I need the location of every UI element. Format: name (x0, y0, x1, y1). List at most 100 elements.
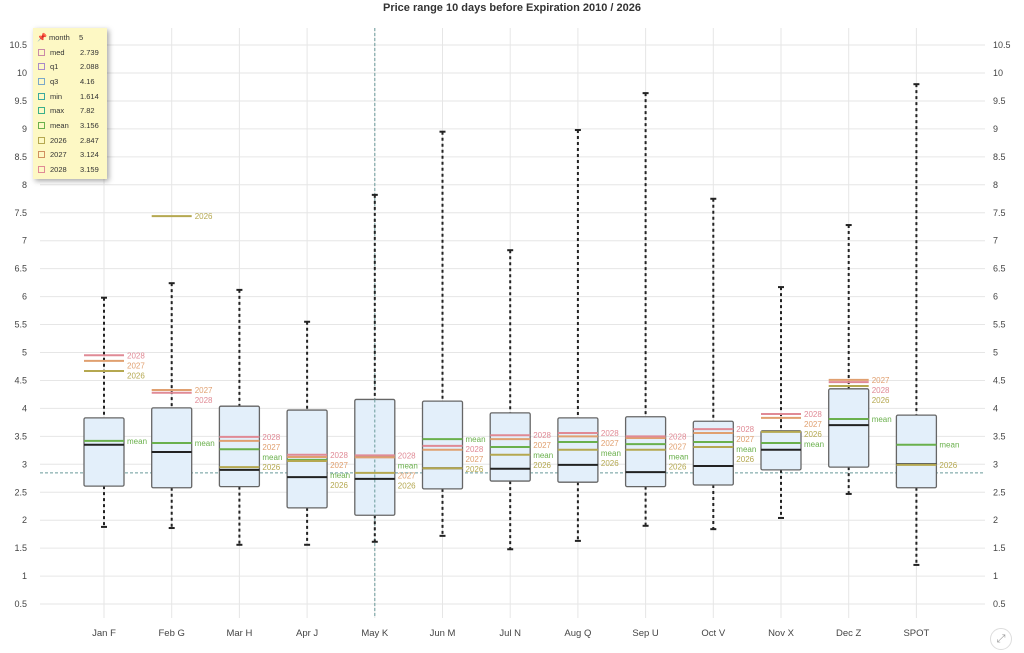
mean-label: mean (533, 451, 553, 460)
legend-value: 1.614 (80, 91, 99, 101)
year-label-2027: 2027 (601, 439, 619, 448)
y-tick-right: 8 (993, 180, 998, 190)
legend-swatch (38, 136, 45, 144)
legend-swatch (38, 77, 45, 85)
y-tick-right: 9.5 (993, 96, 1006, 106)
legend-key: 2028 (50, 165, 67, 175)
legend-value: 3.156 (80, 120, 99, 130)
legend-key: q1 (50, 62, 59, 72)
box (624, 416, 667, 488)
legend-key: month (48, 32, 70, 42)
year-label-2027: 2027 (804, 420, 822, 429)
year-label-2026: 2026 (669, 462, 687, 471)
year-label-2026: 2026 (804, 430, 822, 439)
year-label-2026: 2026 (872, 396, 890, 405)
legend-key: q3 (50, 76, 59, 86)
legend-swatch (38, 151, 45, 159)
y-tick-right: 7 (993, 236, 998, 246)
year-label-2028: 2028 (872, 386, 890, 395)
legend-key: med (50, 47, 65, 57)
y-tick-right: 4 (993, 403, 998, 413)
mean-label: mean (330, 471, 350, 480)
year-label-2027: 2027 (669, 442, 687, 451)
box (692, 420, 734, 486)
y-tick-right: 2.5 (993, 487, 1006, 497)
y-tick-left: 6 (22, 292, 27, 302)
legend-value: 2.088 (80, 62, 99, 72)
box (83, 417, 125, 487)
tooltip-legend: 📌 month 5 med 2.739 q1 2.088 q3 4.16 min 1.614 max 7… (33, 28, 107, 179)
box (895, 414, 938, 489)
mean-label: mean (601, 449, 621, 458)
legend-row: q3 4.16 (35, 74, 105, 89)
year-label-2026: 2026 (195, 212, 213, 221)
y-tick-left: 7.5 (14, 208, 27, 218)
legend-key: 2026 (50, 135, 67, 145)
y-tick-left: 0.5 (14, 599, 27, 609)
x-tick: Aug Q (564, 628, 591, 639)
year-label-2028: 2028 (127, 351, 145, 360)
mean-label: mean (804, 440, 824, 449)
year-label-2028: 2028 (533, 431, 551, 440)
mean-label: mean (195, 439, 215, 448)
year-label-2026: 2026 (533, 461, 551, 470)
legend-key: min (50, 91, 63, 101)
year-label-2027: 2027 (262, 443, 280, 452)
legend-value: 3.159 (80, 165, 99, 175)
year-label-2027: 2027 (466, 455, 484, 464)
legend-row: min 1.614 (35, 89, 105, 104)
year-label-2026: 2026 (736, 455, 754, 464)
legend-value: 4.16 (80, 76, 95, 86)
box (151, 407, 193, 489)
mean-label: mean (939, 441, 959, 450)
legend-row: mean 3.156 (35, 118, 105, 133)
x-tick: Mar H (226, 628, 252, 639)
year-label-2028: 2028 (466, 445, 484, 454)
mean-label: mean (466, 435, 486, 444)
y-tick-left: 3.5 (14, 431, 27, 441)
year-label-2027: 2027 (533, 441, 551, 450)
y-tick-right: 10 (993, 68, 1003, 78)
y-tick-right: 1 (993, 571, 998, 581)
year-label-2028: 2028 (736, 425, 754, 434)
x-tick: SPOT (903, 628, 929, 639)
year-label-2027: 2027 (195, 386, 213, 395)
pin-icon: 📌 (37, 32, 47, 42)
x-tick: Jul N (499, 628, 521, 639)
x-tick: Feb G (158, 628, 184, 639)
y-tick-right: 0.5 (993, 599, 1006, 609)
y-tick-left: 5.5 (14, 320, 27, 330)
year-label-2026: 2026 (939, 461, 957, 470)
y-tick-left: 2.5 (14, 487, 27, 497)
legend-value: 2.847 (80, 135, 99, 145)
legend-row: 2028 3.159 (35, 162, 105, 177)
legend-value: 3.124 (80, 150, 99, 160)
year-label-2026: 2026 (330, 481, 348, 490)
y-tick-left: 1 (22, 571, 27, 581)
mean-label: mean (127, 437, 147, 446)
x-tick: Dec Z (836, 628, 862, 639)
year-label-2026: 2026 (601, 459, 619, 468)
y-tick-left: 3 (22, 459, 27, 469)
legend-value: 2.739 (80, 47, 99, 57)
year-label-2027: 2027 (127, 361, 145, 370)
y-tick-left: 1.5 (14, 543, 27, 553)
legend-key: mean (50, 120, 69, 130)
y-tick-left: 8 (22, 180, 27, 190)
legend-row: q1 2.088 (35, 59, 105, 74)
expand-icon[interactable]: ⤢ (990, 628, 1012, 650)
y-tick-left: 9 (22, 124, 27, 134)
y-tick-left: 10.5 (9, 40, 27, 50)
y-tick-left: 6.5 (14, 264, 27, 274)
y-tick-right: 5 (993, 348, 998, 358)
y-tick-left: 10 (17, 68, 27, 78)
y-tick-left: 4 (22, 403, 27, 413)
x-tick: May K (361, 628, 389, 639)
y-tick-right: 3 (993, 459, 998, 469)
year-label-2027: 2027 (330, 461, 348, 470)
chart-title: Price range 10 days before Expiration 20… (382, 2, 642, 14)
x-tick: Sep U (632, 628, 659, 639)
y-tick-right: 3.5 (993, 431, 1006, 441)
box (218, 405, 261, 488)
